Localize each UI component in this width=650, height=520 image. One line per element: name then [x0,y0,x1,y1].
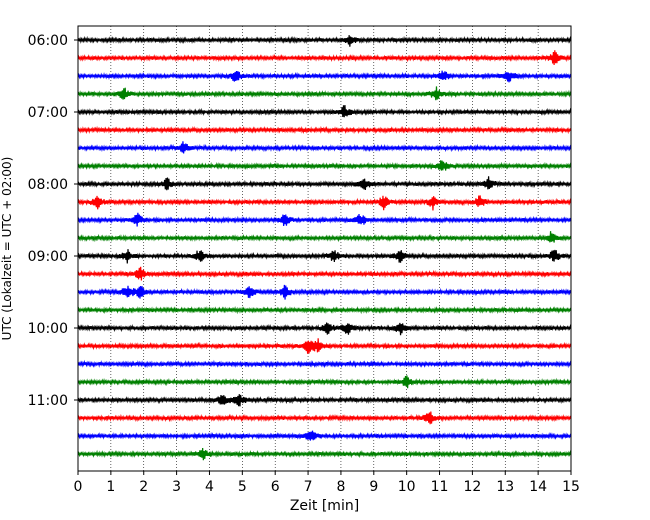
trace-row [77,86,572,101]
x-tick-label: 14 [529,479,547,495]
x-tick-label: 8 [336,479,345,495]
y-axis-ticks: 06:00 07:00 08:00 09:00 10:00 11:00 [28,33,78,409]
x-tick-label: 5 [238,479,247,495]
trace-row [77,35,572,47]
trace-row [77,322,572,336]
x-tick-label: 4 [205,479,214,495]
y-tick-label: 10:00 [28,321,68,337]
y-tick-label: 07:00 [28,105,68,121]
seismic-traces [77,35,572,461]
x-tick-label: 11 [431,479,449,495]
trace-row [77,249,572,264]
trace-row [77,105,572,118]
x-axis-ticks: 0 1 2 3 4 5 6 7 8 9 10 11 12 13 14 15 [74,471,580,495]
trace-row [77,284,572,300]
trace-row [77,359,572,369]
x-tick-label: 12 [463,479,481,495]
trace-row [77,375,572,389]
x-tick-label: 6 [271,479,280,495]
trace-row [77,447,572,461]
trace-row [77,266,572,281]
trace-row [77,195,572,211]
trace-row [77,212,572,227]
trace-row [77,411,572,425]
x-tick-label: 9 [369,479,378,495]
y-tick-label: 11:00 [28,393,68,409]
x-tick-label: 0 [74,479,83,495]
trace-row [77,231,572,243]
trace-row [77,176,572,191]
x-tick-label: 13 [496,479,514,495]
trace-row [77,338,572,354]
trace-row [77,305,572,315]
trace-row [77,70,572,83]
y-tick-label: 09:00 [28,249,68,265]
x-tick-label: 10 [398,479,416,495]
y-axis-label: UTC (Lokalzeit = UTC + 02:00) [0,157,14,341]
x-axis-label: Zeit [min] [290,498,359,514]
trace-row [77,160,572,171]
trace-row [77,125,572,135]
x-tick-label: 1 [106,479,115,495]
grid-lines [110,26,539,471]
y-tick-label: 06:00 [28,33,68,49]
x-tick-label: 15 [562,479,580,495]
trace-row [77,50,572,65]
y-tick-label: 08:00 [28,177,68,193]
x-tick-label: 3 [172,479,181,495]
x-tick-label: 7 [304,479,313,495]
trace-row [77,141,572,154]
plot-frame [77,25,572,472]
trace-row [77,394,572,407]
trace-row [77,430,572,441]
x-tick-label: 2 [139,479,148,495]
